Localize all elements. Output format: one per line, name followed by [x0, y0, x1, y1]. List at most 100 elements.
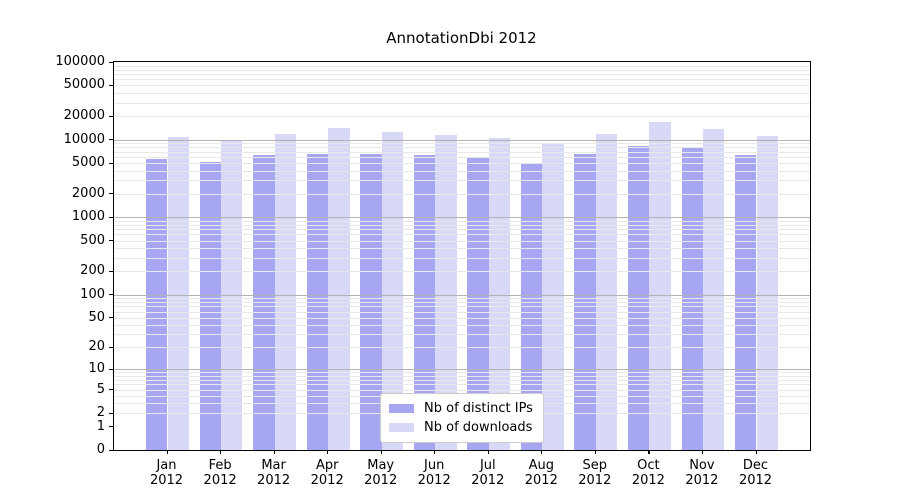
gridline-minor: [114, 79, 810, 81]
x-axis-tick-label: Jul 2012: [471, 458, 505, 488]
x-axis-tick-mark: [755, 450, 757, 454]
y-axis-tick-mark: [109, 193, 113, 195]
y-axis-tick-label: 10: [88, 361, 105, 377]
y-axis-tick-mark: [109, 294, 113, 296]
y-axis-tick-label: 0: [96, 442, 105, 457]
y-axis-tick-mark: [109, 270, 113, 272]
gridline-minor: [114, 248, 810, 249]
x-axis-tick-label: Sep 2012: [578, 458, 612, 488]
x-axis-tick-mark: [541, 450, 543, 454]
gridline-major: [114, 369, 810, 371]
y-axis-tick-label: 200: [80, 263, 105, 279]
y-axis-tick-mark: [109, 346, 113, 349]
bar-downloads-jul: [488, 137, 511, 450]
x-axis-tick-label: Dec 2012: [738, 458, 773, 488]
legend-swatch-distinct-ips: [389, 404, 414, 413]
gridline-minor: [114, 180, 810, 182]
gridline-minor: [114, 229, 810, 231]
y-axis-tick-mark: [109, 317, 113, 319]
x-axis-tick-mark: [701, 450, 704, 454]
bar-downloads-oct: [649, 122, 671, 450]
x-axis-tick-label: Jun 2012: [417, 458, 451, 488]
gridline-minor: [114, 163, 810, 164]
bar-distinct-ips-jul: [467, 158, 489, 450]
y-axis-tick-mark: [109, 139, 113, 141]
y-axis-tick-label: 20000: [63, 108, 105, 124]
bar-downloads-dec: [756, 136, 778, 450]
x-axis-tick-mark: [220, 450, 222, 454]
gridline-minor: [114, 116, 810, 118]
y-axis-tick-mark: [109, 216, 113, 218]
gridline-minor: [114, 92, 810, 94]
gridline-minor: [114, 324, 810, 326]
gridline-minor: [114, 306, 810, 308]
y-axis-tick-label: 50: [88, 309, 105, 325]
legend-item: Nb of distinct IPs: [389, 399, 533, 418]
y-axis-tick-label: 500: [80, 232, 105, 248]
y-axis-tick-mark: [109, 389, 113, 391]
bar-downloads-may: [381, 131, 404, 450]
gridline-minor: [114, 389, 810, 391]
x-axis-tick-mark: [273, 450, 275, 454]
legend-label: Nb of downloads: [424, 419, 533, 435]
bar-downloads-nov: [702, 128, 725, 450]
y-axis-tick-label: 20: [88, 339, 105, 355]
gridline-minor: [114, 65, 810, 67]
chart-title: AnnotationDbi 2012: [386, 29, 537, 47]
gridline-minor: [114, 334, 810, 336]
gridline-minor: [114, 143, 810, 145]
x-axis-tick-label: Mar 2012: [257, 458, 291, 488]
x-axis-tick-mark: [648, 450, 650, 454]
y-axis-tick-label: 10000: [63, 131, 105, 147]
gridline-minor: [114, 271, 810, 273]
legend-swatch-downloads: [389, 423, 414, 432]
bar-downloads-jan: [167, 136, 189, 450]
y-axis-tick-mark: [109, 84, 113, 87]
y-axis-tick-label: 5000: [71, 155, 105, 170]
gridline-minor: [114, 85, 810, 87]
gridline-minor: [114, 376, 810, 377]
gridline-minor: [114, 372, 810, 374]
gridline-minor: [114, 151, 810, 153]
gridline-minor: [114, 193, 810, 195]
gridline-minor: [114, 220, 810, 222]
legend-label: Nb of distinct IPs: [424, 400, 533, 416]
gridline-minor: [114, 74, 810, 75]
gridline-minor: [114, 170, 810, 172]
y-axis-tick-mark: [109, 412, 113, 414]
x-axis-tick-mark: [327, 450, 329, 454]
gridline-minor: [114, 379, 810, 381]
bar-downloads-mar: [274, 133, 296, 450]
x-axis-tick-label: Jan 2012: [149, 458, 184, 488]
y-axis-tick-label: 1: [96, 418, 105, 434]
gridline-minor: [114, 240, 810, 242]
bar-downloads-apr: [328, 128, 350, 450]
gridline-minor: [114, 69, 810, 71]
x-axis-tick-label: Aug 2012: [524, 458, 558, 488]
y-axis-tick-label: 100: [80, 286, 105, 302]
plot-area: Nb of distinct IPs Nb of downloads: [113, 61, 811, 451]
x-axis-tick-mark: [166, 450, 168, 454]
gridline-minor: [114, 257, 810, 259]
x-axis-tick-mark: [380, 450, 382, 454]
x-axis-tick-label: Feb 2012: [203, 458, 237, 488]
bar-distinct-ips-jan: [146, 158, 168, 450]
y-axis-tick-mark: [109, 426, 113, 428]
x-axis-tick-label: May 2012: [364, 458, 398, 488]
gridline-minor: [114, 102, 810, 104]
y-axis-tick-mark: [109, 240, 113, 242]
y-axis-tick-mark: [109, 368, 113, 370]
gridline-minor: [114, 384, 810, 386]
gridline-minor: [114, 311, 810, 313]
y-axis-tick-label: 2: [96, 405, 105, 420]
y-axis-tick-label: 50000: [63, 77, 105, 93]
y-axis-tick-mark: [109, 115, 113, 117]
y-axis-tick-label: 2000: [71, 185, 105, 201]
x-axis-tick-label: Nov 2012: [685, 458, 719, 488]
y-axis-tick-label: 100000: [55, 54, 105, 69]
x-axis-tick-mark: [487, 450, 489, 454]
gridline-minor: [114, 147, 810, 149]
y-axis-tick-label: 1000: [71, 209, 105, 225]
y-axis-tick-mark: [109, 449, 113, 451]
